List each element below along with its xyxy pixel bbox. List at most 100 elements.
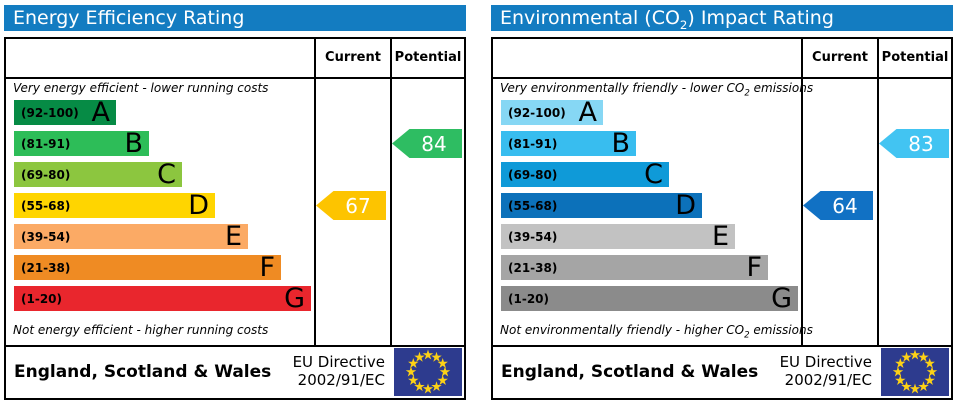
current-column-header: Current: [325, 50, 381, 65]
band-letter: C: [644, 159, 663, 190]
environmental-title: Environmental (CO2) Impact Rating: [500, 7, 834, 31]
band-letter: D: [675, 190, 696, 221]
potential-column-header: Potential: [394, 50, 462, 65]
band-range: (21-38): [508, 260, 558, 275]
environmental-title-bar: Environmental (CO2) Impact Rating: [491, 5, 953, 31]
band-range: (21-38): [21, 260, 71, 275]
band-range: (92-100): [508, 105, 566, 120]
energy-title: Energy Efficiency Rating: [13, 7, 244, 29]
band-row: (55-68) D: [14, 190, 314, 224]
current-rating-arrow: 67: [316, 191, 386, 220]
bottom-caption: Not environmentally friendly - higher CO…: [500, 323, 813, 340]
current-rating-arrow: 64: [803, 191, 873, 220]
band-range: (81-91): [508, 136, 558, 151]
band-e-bar: (39-54) E: [501, 223, 735, 250]
caption-text: Very environmentally friendly - lower CO: [500, 81, 745, 95]
region-label: England, Scotland & Wales: [14, 361, 272, 382]
header-row-divider: [493, 77, 951, 79]
band-c-bar: (69-80) C: [501, 159, 669, 190]
energy-efficiency-panel: Energy Efficiency Rating Current Potenti…: [4, 5, 466, 400]
band-row: (39-54) E: [14, 221, 314, 255]
caption-text-suffix: emissions: [749, 81, 814, 95]
current-rating-value: 64: [832, 193, 858, 218]
band-row: (69-80) C: [14, 159, 314, 193]
footer-row-divider: [493, 345, 951, 347]
potential-rating-value: 83: [908, 131, 934, 156]
potential-rating-value: 84: [421, 131, 447, 156]
band-letter: A: [578, 97, 597, 128]
eu-directive-label: EU Directive 2002/91/EC: [780, 354, 872, 389]
caption-subscript: 2: [744, 88, 750, 99]
band-row: (69-80) C: [501, 159, 801, 193]
band-letter: D: [188, 190, 209, 221]
band-letter: E: [224, 221, 242, 252]
column-divider: [877, 39, 879, 347]
band-b-bar: (81-91) B: [501, 130, 636, 157]
caption-text: Not environmentally friendly - higher CO: [500, 323, 745, 337]
band-range: (92-100): [21, 105, 79, 120]
band-range: (69-80): [21, 167, 71, 182]
eu-directive-label: EU Directive 2002/91/EC: [293, 354, 385, 389]
band-range: (69-80): [508, 167, 558, 182]
band-letter: A: [91, 97, 110, 128]
band-d-bar: (55-68) D: [14, 190, 215, 221]
band-row: (81-91) B: [14, 130, 314, 162]
band-row: (92-100) A: [501, 97, 801, 131]
band-range: (39-54): [508, 229, 558, 244]
band-g-bar: (1-20) G: [14, 285, 311, 312]
column-divider: [314, 39, 316, 347]
caption-text-suffix: emissions: [749, 323, 813, 337]
environmental-rating-table: Current Potential Very environmentally f…: [491, 37, 953, 400]
band-letter: F: [259, 252, 275, 283]
band-b-bar: (81-91) B: [14, 130, 149, 157]
band-row: (92-100) A: [14, 97, 314, 131]
potential-rating-arrow: 84: [392, 129, 462, 158]
band-e-bar: (39-54) E: [14, 221, 248, 252]
band-row: (1-20) G: [501, 283, 801, 317]
band-range: (39-54): [21, 229, 71, 244]
header-row-divider: [6, 77, 464, 79]
directive-line1: EU Directive: [779, 353, 872, 372]
band-c-bar: (69-80) C: [14, 159, 182, 190]
potential-column-header: Potential: [881, 50, 949, 65]
band-d-bar: (55-68) D: [501, 190, 702, 221]
top-caption: Very energy efficient - lower running co…: [13, 81, 268, 98]
band-range: (55-68): [508, 198, 558, 213]
column-divider: [801, 39, 803, 347]
top-caption: Very environmentally friendly - lower CO…: [500, 81, 813, 98]
band-row: (55-68) D: [501, 190, 801, 224]
title-text: Energy Efficiency Rating: [13, 7, 245, 29]
band-range: (1-20): [508, 291, 549, 306]
column-divider: [390, 39, 392, 347]
title-subscript: 2: [679, 17, 688, 31]
region-label: England, Scotland & Wales: [501, 361, 759, 382]
band-range: (55-68): [21, 198, 71, 213]
title-text-suffix: ) Impact Rating: [687, 7, 834, 29]
band-letter: C: [157, 159, 176, 190]
rating-bands: (92-100) A (81-91) B (69-80) C (55-68) D (39…: [14, 97, 314, 317]
energy-rating-table: Current Potential Very energy efficient …: [4, 37, 466, 400]
band-row: (21-38) F: [14, 252, 314, 286]
environmental-impact-panel: Environmental (CO2) Impact Rating Curren…: [491, 5, 953, 400]
directive-line1: EU Directive: [292, 353, 385, 372]
band-letter: F: [746, 252, 762, 283]
current-rating-value: 67: [345, 193, 371, 218]
band-letter: G: [771, 283, 792, 314]
eu-flag-icon: [881, 347, 949, 396]
band-row: (39-54) E: [501, 223, 801, 255]
table-footer: England, Scotland & Wales EU Directive 20…: [493, 347, 951, 396]
footer-row-divider: [6, 345, 464, 347]
current-column-header: Current: [812, 50, 868, 65]
caption-text: Not energy efficient - higher running co…: [13, 323, 269, 337]
rating-bands: (92-100) A (81-91) B (69-80) C (55-68) D (39…: [501, 97, 801, 317]
potential-rating-arrow: 83: [879, 129, 949, 158]
band-row: (1-20) G: [14, 285, 314, 317]
band-a-bar: (92-100) A: [14, 97, 116, 128]
directive-line2: 2002/91/EC: [297, 370, 385, 389]
bottom-caption: Not energy efficient - higher running co…: [13, 323, 268, 340]
table-footer: England, Scotland & Wales EU Directive 20…: [6, 347, 464, 396]
band-f-bar: (21-38) F: [14, 252, 281, 283]
band-row: (21-38) F: [501, 252, 801, 286]
directive-line2: 2002/91/EC: [784, 370, 872, 389]
